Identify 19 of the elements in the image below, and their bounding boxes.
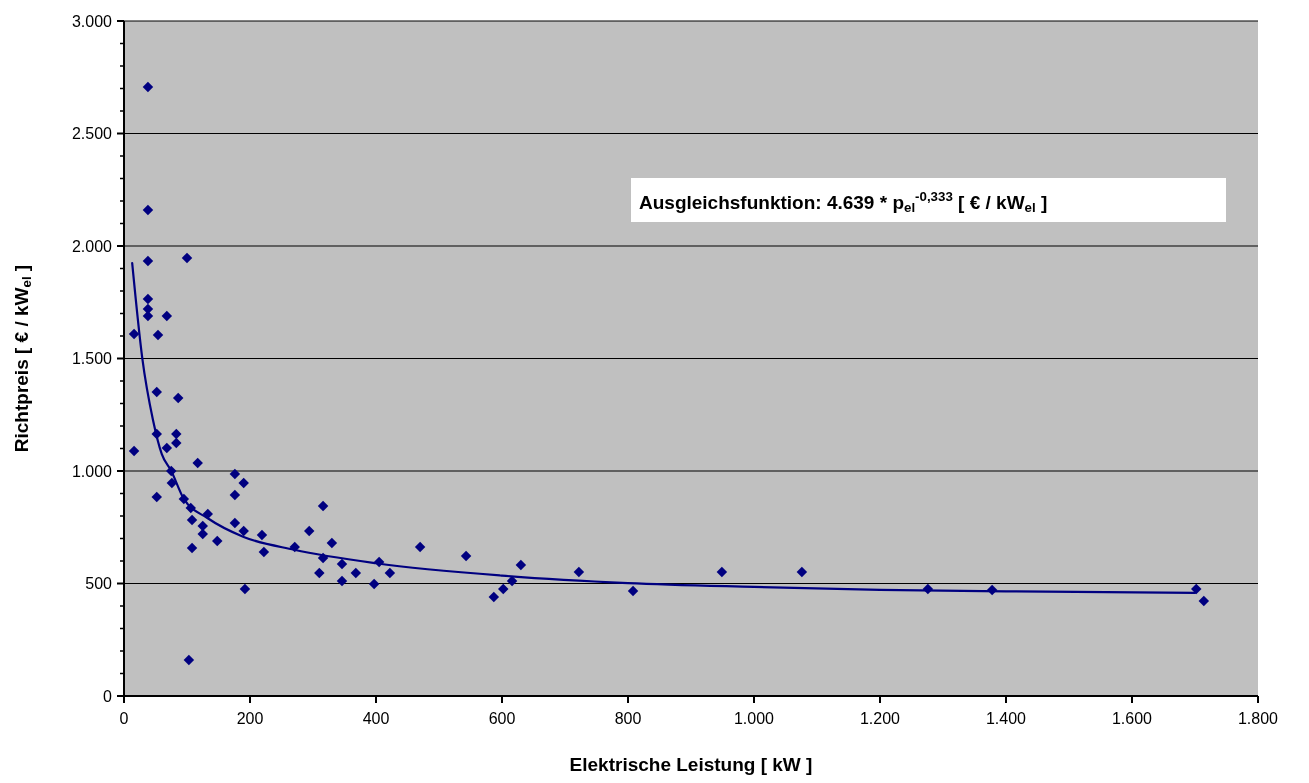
y-tick-label: 2.000 bbox=[71, 237, 113, 255]
x-tick-label: 200 bbox=[236, 710, 264, 727]
y-tick-label: 1.500 bbox=[71, 350, 113, 368]
x-tick-label: 800 bbox=[614, 710, 642, 727]
x-tick-label: 400 bbox=[362, 710, 390, 727]
y-tick-label: 500 bbox=[85, 575, 113, 593]
annotation: Ausgleichsfunktion: 4.639 * p$_{el}$$^{-0,333}$ [ € / kW$_{el}$ ] bbox=[639, 189, 1048, 216]
x-axis-title: Elektrische Leistung [ kW ] bbox=[569, 754, 813, 775]
y-tick-label: 1.000 bbox=[71, 462, 113, 480]
y-tick-label: 3.000 bbox=[71, 12, 113, 30]
y-tick-label: 0 bbox=[103, 687, 113, 705]
x-tick-label: 1.400 bbox=[985, 710, 1027, 727]
x-tick-label: 1.800 bbox=[1237, 710, 1279, 727]
x-tick-label: 600 bbox=[488, 710, 516, 727]
x-tick-label: 1.000 bbox=[733, 710, 775, 727]
x-tick-label: 0 bbox=[119, 710, 129, 727]
y-tick-label: 2.500 bbox=[71, 125, 113, 143]
x-tick-label: 1.200 bbox=[859, 710, 901, 727]
x-tick-label: 1.600 bbox=[1111, 710, 1153, 727]
